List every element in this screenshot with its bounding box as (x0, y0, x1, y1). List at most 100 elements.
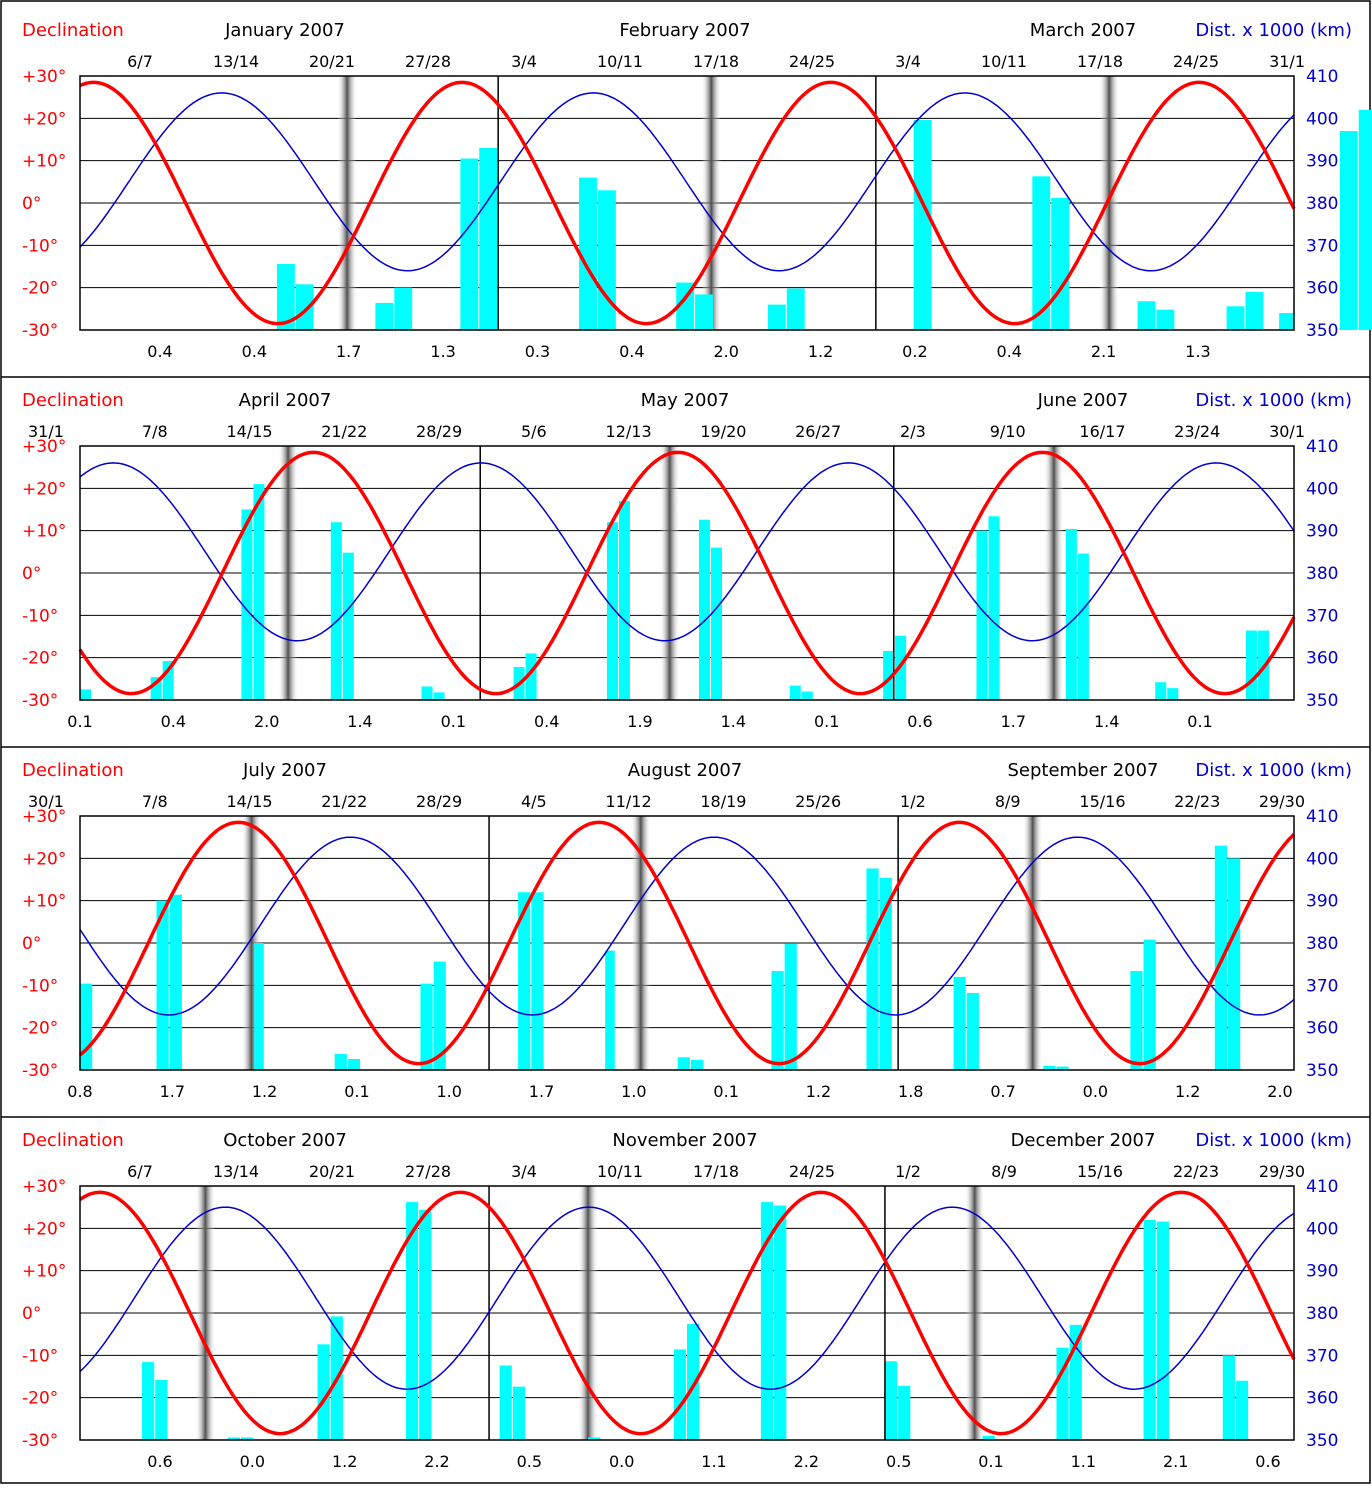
panel-2: Declination Dist. x 1000 (km) April 2007 Ma… (1, 376, 1370, 731)
y-right-tick-label: 400 (1306, 849, 1338, 869)
left-axis-title: Declination (22, 1130, 124, 1151)
tide-bar (588, 1437, 601, 1440)
y-right-tick-label: 410 (1306, 1177, 1338, 1197)
y-right-tick-label: 380 (1306, 934, 1338, 954)
y-left-tick-label: -30° (22, 1431, 58, 1451)
y-right-tick-label: 350 (1306, 691, 1338, 711)
distance-curve (79, 1206, 1295, 1390)
week-label: 17/18 (1077, 52, 1123, 71)
y-right-tick-label: 370 (1306, 1346, 1338, 1366)
tide-bar (883, 650, 895, 700)
tide-bar (295, 284, 314, 330)
month-label: April 2007 (239, 390, 332, 411)
tide-bar (1056, 1066, 1069, 1070)
weekly-value-label: 1.4 (347, 712, 372, 731)
weekly-value-label: 1.7 (160, 1082, 185, 1101)
tide-bar (898, 1385, 911, 1440)
week-label: 5/6 (521, 422, 547, 441)
panel-4: Declination Dist. x 1000 (km) October 2007… (1, 1116, 1370, 1471)
tide-bar (433, 961, 446, 1070)
eclipse-band (1043, 446, 1064, 700)
weekly-value-label: 1.2 (806, 1082, 831, 1101)
tide-bar (330, 522, 342, 700)
week-label: 31/1 (1269, 52, 1305, 71)
declination-curve (79, 1190, 1296, 1436)
y-right-tick-label: 390 (1306, 152, 1338, 172)
eclipse-band (337, 76, 358, 330)
y-left-tick-label: -30° (22, 691, 58, 711)
week-label: 3/4 (511, 1162, 537, 1181)
y-right-tick-label: 410 (1306, 437, 1338, 457)
weekly-value-label: 2.2 (794, 1452, 819, 1471)
weekly-value-label: 0.7 (990, 1082, 1015, 1101)
tide-bar (1032, 176, 1051, 330)
tide-bar (687, 1324, 700, 1440)
weekly-value-label: 1.2 (1175, 1082, 1200, 1101)
week-label: 2/3 (900, 422, 926, 441)
plot-frame (79, 815, 1295, 1071)
y-right-tick-label: 410 (1306, 67, 1338, 87)
weekly-value-label: 0.1 (441, 712, 466, 731)
tide-bar (1167, 688, 1179, 700)
week-label: 19/20 (700, 422, 746, 441)
tide-bar (767, 304, 786, 330)
y-left-tick-label: +20° (22, 109, 66, 129)
month-label: July 2007 (242, 760, 327, 781)
tide-bar (1051, 197, 1070, 330)
y-right-tick-label: 380 (1306, 194, 1338, 214)
tide-bar (966, 992, 979, 1070)
week-label: 8/9 (995, 792, 1021, 811)
weekly-value-label: 0.6 (147, 1452, 172, 1471)
declination-curve (78, 820, 1296, 1066)
tide-bar (479, 147, 498, 330)
weekly-value-label: 0.2 (902, 342, 927, 361)
tide-bar (317, 1344, 330, 1440)
tide-bar (982, 1435, 995, 1440)
tide-bar (405, 1202, 419, 1440)
tide-bar (771, 970, 784, 1070)
weekly-value-label: 1.8 (898, 1082, 923, 1101)
y-left-tick-label: +10° (22, 152, 66, 172)
eclipse-band (701, 76, 722, 330)
week-label: 11/12 (606, 792, 652, 811)
tide-bar (1279, 313, 1294, 330)
week-label: 30/1 (1269, 422, 1305, 441)
declination-curve (79, 80, 1296, 326)
tide-bar (760, 1202, 774, 1440)
week-label: 7/8 (142, 422, 168, 441)
week-label: 9/10 (990, 422, 1026, 441)
tide-bar (419, 1209, 432, 1440)
panel-1: Declination Dist. x 1000 (km) January 2007… (22, 20, 1372, 361)
week-label: 6/7 (127, 52, 153, 71)
tide-bar (499, 1365, 512, 1440)
week-label: 22/23 (1173, 1162, 1219, 1181)
tide-bar (677, 1057, 690, 1070)
weekly-value-label: 0.5 (517, 1452, 542, 1471)
tide-bar (1143, 1219, 1156, 1440)
y-right-tick-label: 370 (1306, 606, 1338, 626)
tide-bar (579, 177, 597, 330)
y-right-tick-label: 360 (1306, 1389, 1338, 1409)
tide-bar (241, 509, 253, 700)
y-right-tick-label: 380 (1306, 1304, 1338, 1324)
distance-curve (79, 836, 1295, 1016)
y-left-tick-label: +30° (22, 437, 66, 457)
weekly-value-label: 0.1 (978, 1452, 1003, 1471)
week-label: 27/28 (405, 52, 451, 71)
week-label: 13/14 (213, 1162, 259, 1181)
weekly-value-label: 0.1 (1187, 712, 1212, 731)
week-label: 17/18 (693, 52, 739, 71)
tide-bar (375, 302, 394, 330)
weekly-value-label: 1.7 (336, 342, 361, 361)
tide-bar (525, 653, 537, 700)
tide-bar (801, 691, 813, 700)
y-left-tick-label: 0° (22, 1304, 41, 1324)
tide-bar (342, 552, 354, 700)
y-left-tick-label: +20° (22, 1219, 66, 1239)
week-label: 13/14 (213, 52, 259, 71)
weekly-value-label: 1.3 (430, 342, 455, 361)
week-label: 14/15 (226, 792, 272, 811)
right-axis-title: Dist. x 1000 (km) (1195, 760, 1352, 781)
tide-bar (879, 877, 892, 1070)
